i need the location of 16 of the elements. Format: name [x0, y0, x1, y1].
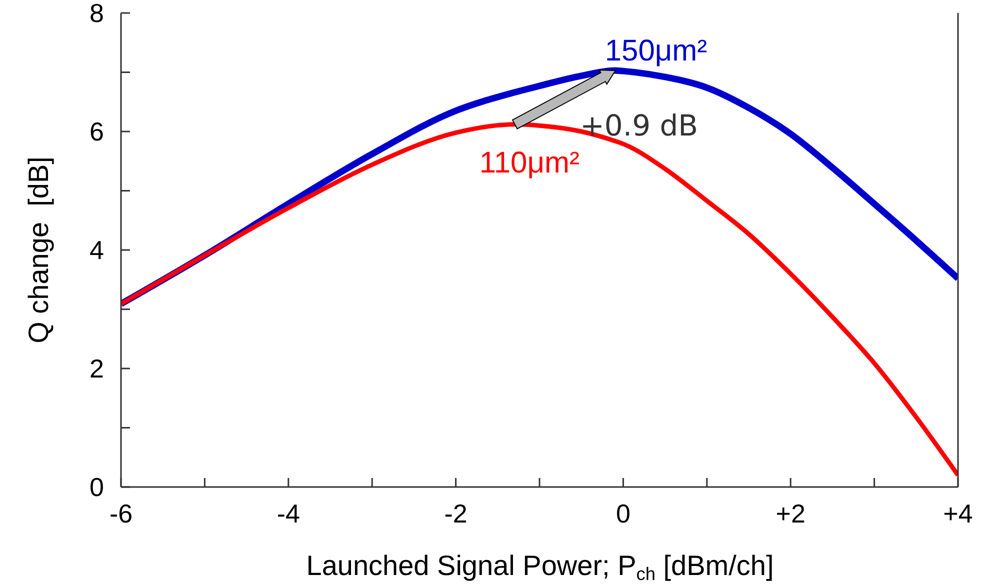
x-tick-label: -2	[444, 498, 468, 528]
x-tick-label: +2	[776, 498, 806, 528]
x-tick-label: -6	[109, 498, 133, 528]
x-tick-label: 0	[616, 498, 630, 528]
series-label: 110μm²	[479, 146, 580, 180]
y-tick-label: 4	[90, 235, 104, 266]
y-axis-title: Q change [dB]	[23, 156, 54, 344]
x-tick-label: +4	[943, 498, 973, 528]
y-tick-label: 0	[90, 472, 104, 502]
y-tick-label: 6	[90, 116, 104, 147]
annotation: +0.9 dB	[580, 108, 698, 142]
x-axis-title: Launched Signal Power; P$_{ch}$ [dBm/ch]	[306, 550, 774, 584]
y-tick-label: 8	[90, 0, 104, 28]
x-tick-label: -4	[276, 498, 300, 528]
series-label: 150μm²	[604, 34, 708, 68]
y-tick-label: 2	[90, 354, 104, 384]
